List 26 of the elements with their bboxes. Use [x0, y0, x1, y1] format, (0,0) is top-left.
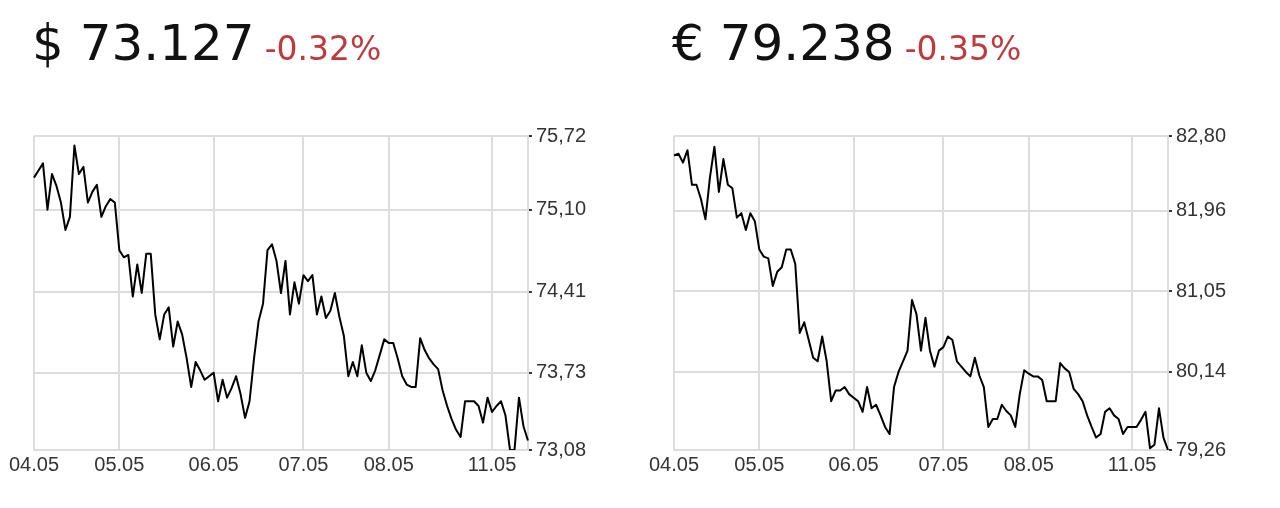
x-tick-label: 07.05 [918, 452, 969, 475]
chart-subtitle: -0.35% [904, 29, 1022, 68]
x-tick-label: 07.05 [278, 452, 329, 475]
y-tick-label: 79,26 [1175, 437, 1227, 460]
x-tick-label: 11.05 [467, 452, 517, 475]
chart-title: $ 73.127 [32, 14, 255, 72]
y-tick-label: 75,10 [535, 197, 587, 220]
y-tick-label: 74,41 [535, 279, 587, 302]
x-tick-label: 11.05 [1107, 452, 1157, 475]
y-tick-label: 82,80 [1175, 123, 1227, 146]
y-tick-label: 81,96 [1175, 198, 1227, 221]
x-tick-label: 04.05 [8, 452, 60, 475]
y-tick-label: 81,05 [1175, 278, 1227, 301]
chart-subtitle: -0.32% [264, 29, 382, 68]
x-tick-label: 08.05 [1003, 452, 1054, 475]
y-tick-label: 73,08 [535, 437, 587, 460]
y-tick-label: 75,72 [535, 123, 587, 146]
x-tick-label: 05.05 [734, 452, 785, 475]
y-tick-label: 73,73 [535, 360, 587, 383]
x-tick-label: 06.05 [188, 452, 239, 475]
x-tick-label: 05.05 [94, 452, 145, 475]
y-tick-label: 80,14 [1175, 359, 1227, 382]
x-tick-label: 04.05 [648, 452, 700, 475]
x-tick-label: 08.05 [363, 452, 414, 475]
chart-title: € 79.238 [672, 14, 895, 72]
x-tick-label: 06.05 [828, 452, 879, 475]
